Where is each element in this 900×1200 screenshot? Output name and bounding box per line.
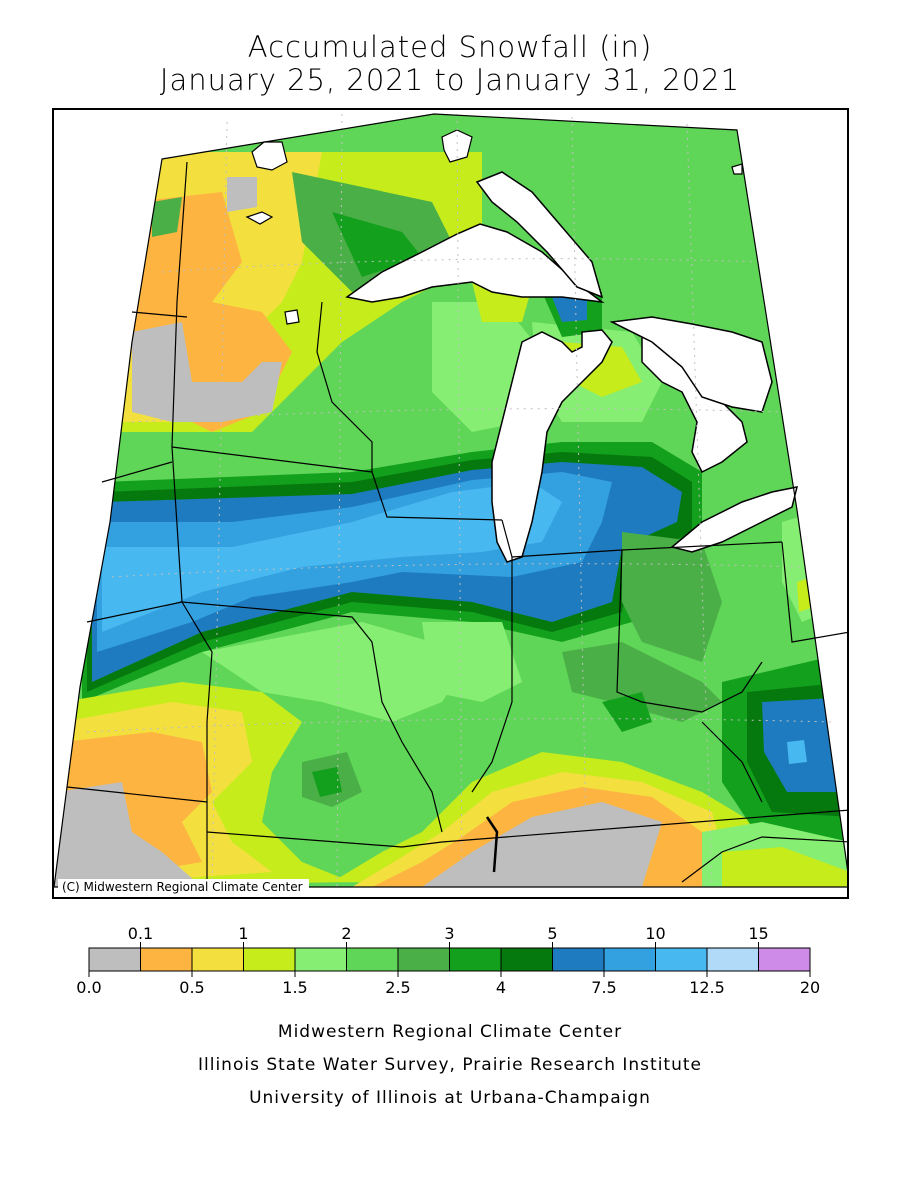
legend-upper-label: 3 <box>444 924 454 943</box>
legend-upper-label: 1 <box>238 924 248 943</box>
legend-lower-label: 4 <box>496 978 506 997</box>
legend-bin <box>603 947 656 972</box>
legend-lower-label: 7.5 <box>591 978 616 997</box>
legend-lower-labels: 0.0 0.5 1.5 2.5 4 7.5 12.5 20 <box>76 971 820 997</box>
credit-line-3: University of Illinois at Urbana-Champai… <box>249 1088 651 1108</box>
legend-upper-label: 15 <box>748 924 768 943</box>
legend-bin <box>88 947 141 972</box>
legend-bins <box>88 947 811 972</box>
legend-bin <box>397 947 450 972</box>
credit-line-2: Illinois State Water Survey, Prairie Res… <box>198 1055 702 1075</box>
legend-lower-label: 0.5 <box>179 978 204 997</box>
graticule <box>86 113 833 888</box>
river <box>485 816 499 873</box>
legend-bin <box>500 947 553 972</box>
legend-bin <box>294 947 347 972</box>
legend-lower-label: 20 <box>800 978 820 997</box>
map-title: Accumulated Snowfall (in) <box>247 30 653 64</box>
legend-upper-label: 2 <box>341 924 351 943</box>
legend-bin <box>449 947 502 972</box>
legend-upper-labels: 0.1 1 2 3 5 10 15 <box>128 924 769 948</box>
state-borders <box>54 113 847 888</box>
legend-lower-label: 2.5 <box>385 978 410 997</box>
map-canvas <box>54 113 847 888</box>
copyright-notice: (C) Midwestern Regional Climate Center <box>58 879 309 895</box>
legend-lower-label: 1.5 <box>282 978 307 997</box>
legend-upper-label: 5 <box>547 924 557 943</box>
legend-bin <box>346 947 399 972</box>
snowfall-map <box>52 108 849 899</box>
legend-bin <box>552 947 605 972</box>
legend-bin <box>655 947 708 972</box>
legend-bin <box>191 947 244 972</box>
great-lakes <box>245 129 799 563</box>
legend-bin <box>140 947 193 972</box>
legend-upper-label: 0.1 <box>128 924 153 943</box>
map-date-range: January 25, 2021 to January 31, 2021 <box>159 63 741 97</box>
legend-lower-label: 12.5 <box>689 978 725 997</box>
color-legend: 0.1 1 2 3 5 10 15 0.0 0.5 1.5 2.5 4 7.5 12.5 20 <box>76 924 820 997</box>
legend-bin <box>243 947 296 972</box>
credit-line-1: Midwestern Regional Climate Center <box>277 1022 623 1042</box>
legend-lower-label: 0.0 <box>76 978 101 997</box>
legend-upper-label: 10 <box>645 924 665 943</box>
snowfall-fill <box>54 114 847 887</box>
legend-bin <box>706 947 759 972</box>
legend-bin <box>758 947 811 972</box>
